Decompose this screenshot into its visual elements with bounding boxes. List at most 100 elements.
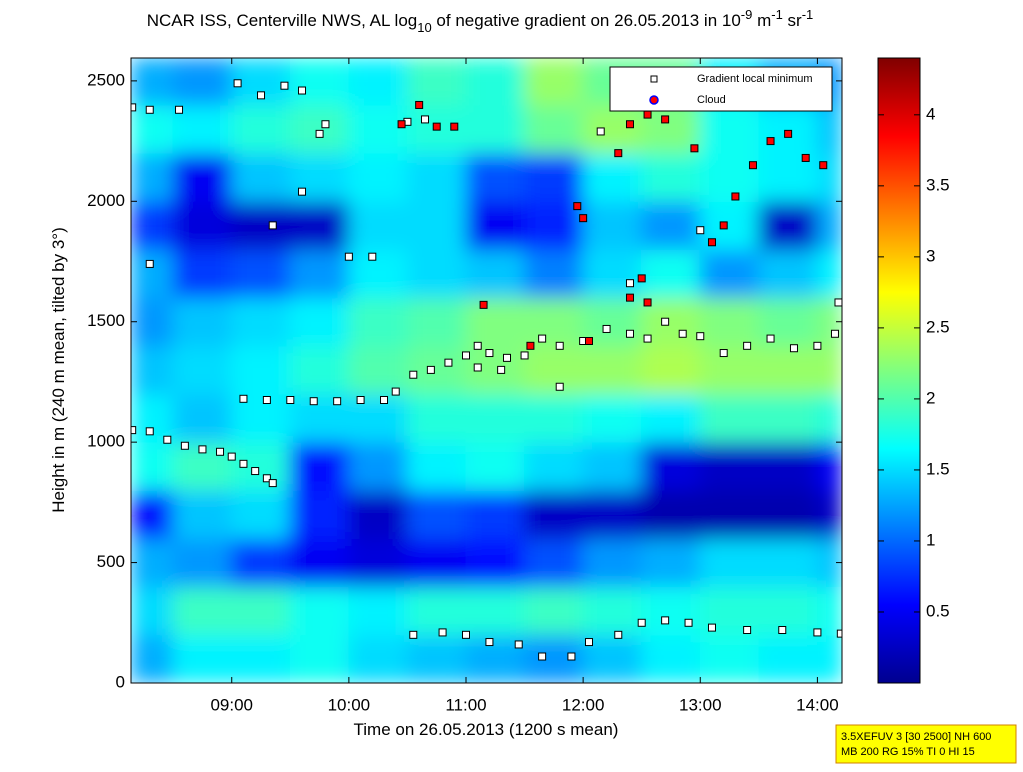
heat-cell (699, 297, 760, 347)
minimum-marker (555, 382, 564, 391)
cloud-marker (643, 110, 652, 119)
minimum-marker (145, 105, 154, 114)
minimum-marker (538, 334, 547, 343)
cloud-marker (707, 238, 716, 247)
cloud-marker (415, 100, 424, 109)
heat-cell (231, 345, 291, 395)
minimum-marker (227, 452, 236, 461)
heat-cell (172, 248, 233, 299)
minimum-marker (707, 623, 716, 632)
minimum-marker (298, 86, 307, 95)
minimum-marker (145, 427, 154, 436)
heat-cell (641, 441, 701, 491)
markers (131, 79, 842, 661)
heat-cell (131, 200, 174, 250)
heat-cell (289, 104, 350, 154)
heat-cell (699, 393, 760, 443)
heat-cell (582, 586, 643, 636)
minimum-marker (596, 127, 605, 136)
cloud-marker (397, 120, 406, 129)
minimum-marker (175, 105, 184, 114)
minimum-marker (298, 187, 307, 196)
heat-cell (289, 345, 350, 395)
minimum-marker (268, 221, 277, 230)
heat-cell (582, 537, 643, 588)
heat-cell (289, 441, 350, 491)
heat-cell (816, 489, 842, 539)
heat-cell (816, 393, 842, 443)
legend-marker (649, 95, 659, 105)
heat-cell (582, 441, 643, 491)
chart-title: NCAR ISS, Centerville NWS, AL log10 of n… (147, 7, 814, 35)
heat-cell (348, 586, 408, 636)
heat-cell (348, 104, 408, 154)
heat-cell (758, 441, 818, 491)
minimum-marker (409, 630, 418, 639)
minimum-marker (438, 628, 447, 637)
colorbar-tick-label: 0.5 (926, 601, 950, 620)
info-line: MB 200 RG 15% TI 0 HI 15 (841, 746, 975, 758)
heat-cell (289, 489, 350, 539)
heat-cell (231, 152, 291, 202)
heat-cell (524, 58, 584, 106)
heat-cell (231, 104, 291, 154)
colorbar-tick-label: 1.5 (926, 459, 950, 478)
minimum-marker (485, 638, 494, 647)
heat-cell (348, 634, 408, 683)
heat-cell (465, 200, 526, 250)
minimum-marker (333, 397, 342, 406)
heat-cell (465, 297, 526, 347)
heat-cell (131, 586, 174, 636)
heat-cell (289, 586, 350, 636)
minimum-marker (131, 426, 137, 435)
cloud-marker (748, 161, 757, 170)
x-tick-label: 11:00 (445, 695, 486, 714)
minimum-marker (262, 396, 271, 405)
heat-cell (699, 537, 760, 588)
minimum-marker (239, 459, 248, 468)
minimum-marker (520, 351, 529, 360)
minimum-marker (602, 324, 611, 333)
heat-cell (289, 297, 350, 347)
minimum-marker (661, 616, 670, 625)
legend-box (609, 66, 833, 112)
minimum-marker (813, 628, 822, 637)
cloud-marker (643, 298, 652, 307)
minimum-marker (380, 396, 389, 405)
minimum-marker (391, 387, 400, 396)
heat-cell (524, 586, 584, 636)
legend: Gradient local minimum Cloud (609, 66, 833, 112)
minimum-marker (684, 618, 693, 627)
heat-cell (699, 248, 760, 299)
heat-cell (816, 200, 842, 250)
minimum-marker (625, 279, 634, 288)
minimum-marker (567, 652, 576, 661)
cloud-marker (690, 144, 699, 153)
minimum-marker (473, 363, 482, 372)
cloud-marker (450, 122, 459, 131)
heat-cell (406, 586, 467, 636)
plot-frame (130, 57, 843, 684)
heat-cell (406, 200, 467, 250)
colorbar-tick-label: 2.5 (926, 317, 950, 336)
heat-cell (131, 441, 174, 491)
minimum-marker (216, 447, 225, 456)
heat-cell (699, 345, 760, 395)
minimum-marker (661, 317, 670, 326)
minimum-marker (356, 396, 365, 405)
heat-cell (289, 58, 350, 106)
info-line: 3.5XEFUV 3 [30 2500] NH 600 (841, 731, 991, 743)
legend-label: Cloud (697, 94, 726, 106)
minimum-marker (830, 329, 839, 338)
cloud-marker (573, 202, 582, 211)
minimum-marker (145, 259, 154, 268)
minimum-marker (462, 630, 471, 639)
heat-cell (406, 634, 467, 683)
heat-cell (641, 152, 701, 202)
x-tick-label: 13:00 (679, 695, 722, 714)
y-tick-label: 2000 (87, 191, 125, 210)
heat-cell (641, 200, 701, 250)
minimum-marker (743, 341, 752, 350)
minimum-marker (555, 341, 564, 350)
heat-cell (172, 634, 233, 683)
